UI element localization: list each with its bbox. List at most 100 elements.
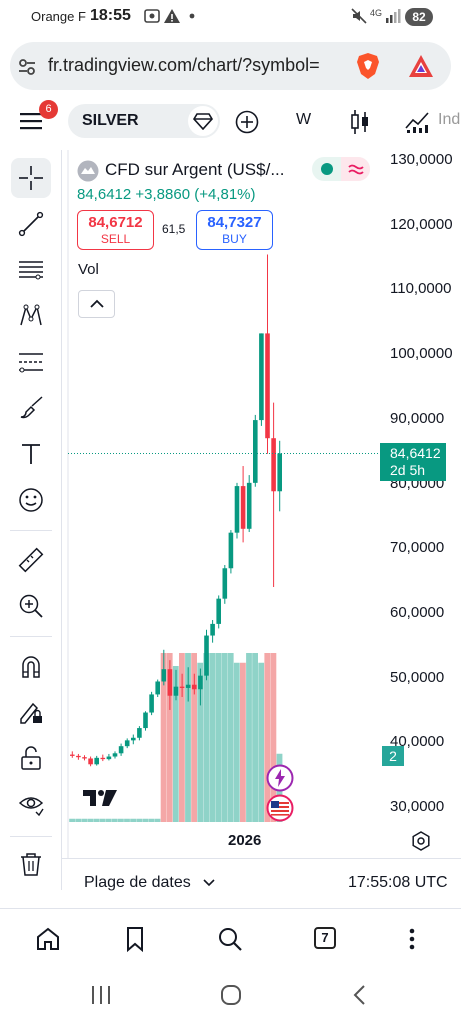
diamond-icon <box>193 113 213 130</box>
tools-divider <box>10 636 52 637</box>
url-text[interactable]: fr.tradingview.com/chart/?symbol= <box>48 55 320 75</box>
mute-icon <box>351 8 367 24</box>
zoom-tool[interactable] <box>11 586 51 626</box>
pencil-lock-icon <box>20 702 42 724</box>
volume-bar <box>99 818 106 822</box>
candle-body <box>124 740 130 747</box>
emoji-tool[interactable] <box>11 480 51 520</box>
spread-value: 61,5 <box>162 222 186 236</box>
brave-shields-icon[interactable] <box>355 52 381 80</box>
us-flag-icon[interactable] <box>266 794 294 822</box>
bookmark-icon[interactable] <box>121 925 149 953</box>
tabs-button[interactable]: 7 <box>314 927 336 949</box>
lock-drawing-tool[interactable] <box>11 692 51 732</box>
back-icon[interactable] <box>350 983 370 1007</box>
buy-button[interactable]: 84,7327 BUY <box>196 210 273 250</box>
lock-all-tool[interactable] <box>11 738 51 778</box>
brush-tool[interactable] <box>11 388 51 428</box>
volume-bar <box>270 653 277 822</box>
symbol-search-button[interactable]: SILVER <box>68 104 220 138</box>
flash-event-icon[interactable] <box>266 764 294 792</box>
volume-bar <box>124 818 130 822</box>
site-settings-icon[interactable] <box>16 56 38 78</box>
chart-settings-icon[interactable] <box>410 830 432 852</box>
brave-rewards-icon[interactable] <box>407 53 435 79</box>
candlestick-type-icon[interactable] <box>349 108 371 136</box>
pattern-tool[interactable] <box>11 296 51 336</box>
candle-body <box>265 333 270 439</box>
market-status-pill[interactable] <box>312 157 370 181</box>
eye-icon <box>18 797 44 817</box>
volume-bar <box>215 653 222 822</box>
date-range-button[interactable]: Plage de dates <box>84 874 215 892</box>
volume-bar <box>154 818 161 822</box>
delete-drawings-tool[interactable] <box>11 844 51 884</box>
sell-price: 84,6712 <box>88 214 143 231</box>
home-button-icon[interactable] <box>219 983 243 1007</box>
brush-icon <box>20 396 43 419</box>
fib-retracement-tool[interactable] <box>11 250 51 290</box>
volume-bar <box>81 818 88 822</box>
volume-bar <box>166 653 173 822</box>
projection-tool[interactable] <box>11 342 51 382</box>
symbol-title[interactable]: CFD sur Argent (US$/... <box>105 160 285 179</box>
volume-bar <box>240 662 246 822</box>
volume-bar <box>93 818 100 822</box>
candle-body <box>76 755 81 758</box>
magnet-tool[interactable] <box>11 646 51 686</box>
price-axis-label: 70,0000 <box>390 539 445 557</box>
collapse-legend-button[interactable] <box>78 290 115 318</box>
fib-icon <box>19 261 43 280</box>
sell-label: SELL <box>100 232 131 246</box>
price-axis-label: 130,0000 <box>390 151 453 168</box>
volume-bar <box>75 818 82 822</box>
menu-icon[interactable] <box>19 110 43 132</box>
volume-bar <box>209 653 216 822</box>
volume-bar <box>160 653 167 822</box>
sell-button[interactable]: 84,6712 SELL <box>77 210 154 250</box>
search-icon[interactable] <box>216 925 244 953</box>
chart-toolbar: 6 SILVER W Ind <box>0 98 461 146</box>
pattern-icon <box>20 304 42 326</box>
home-icon[interactable] <box>34 925 62 953</box>
text-tool[interactable] <box>11 434 51 474</box>
indicators-label[interactable]: Ind <box>438 111 461 128</box>
trend-line-tool[interactable] <box>11 204 51 244</box>
current-price-value: 84,6412 <box>390 445 441 461</box>
chevron-down-icon <box>203 879 215 887</box>
volume-bar <box>172 666 179 822</box>
signal-icon <box>386 9 401 23</box>
candle-body <box>106 756 112 760</box>
interval-button[interactable]: W <box>296 111 312 128</box>
candle-body <box>204 635 209 676</box>
candle-body <box>82 757 87 759</box>
recent-apps-icon[interactable] <box>88 984 114 1006</box>
price-axis-label: 60,0000 <box>390 603 445 621</box>
measure-tool[interactable] <box>11 540 51 580</box>
candle-body <box>137 728 142 738</box>
tools-divider <box>10 530 52 531</box>
candle-body <box>228 532 234 569</box>
volume-bar <box>111 818 118 822</box>
volume-bar <box>179 653 185 822</box>
crosshair-tool[interactable] <box>11 158 51 198</box>
indicators-icon[interactable] <box>404 110 430 134</box>
volume-bar <box>221 653 228 822</box>
status-bar: Orange F 18:55 4G 82 <box>0 0 461 34</box>
price-axis-label: 90,0000 <box>390 409 445 427</box>
bar-countdown: 2d 5h <box>390 462 426 478</box>
volume-bar <box>203 653 210 822</box>
magnet-icon <box>22 656 40 678</box>
address-bar[interactable]: fr.tradingview.com/chart/?symbol= <box>10 42 451 90</box>
status-clock: 18:55 <box>90 7 131 24</box>
volume-legend-label[interactable]: Vol <box>78 261 99 278</box>
more-options-icon[interactable] <box>398 925 426 953</box>
carrier-name: Orange F <box>31 9 86 24</box>
buy-price: 84,7327 <box>207 214 262 231</box>
compare-add-icon[interactable] <box>235 110 259 134</box>
candle-body <box>94 757 99 765</box>
timezone-clock[interactable]: 17:55:08 UTC <box>348 874 448 891</box>
symbol-label: SILVER <box>82 112 139 129</box>
hide-drawings-tool[interactable] <box>11 784 51 824</box>
